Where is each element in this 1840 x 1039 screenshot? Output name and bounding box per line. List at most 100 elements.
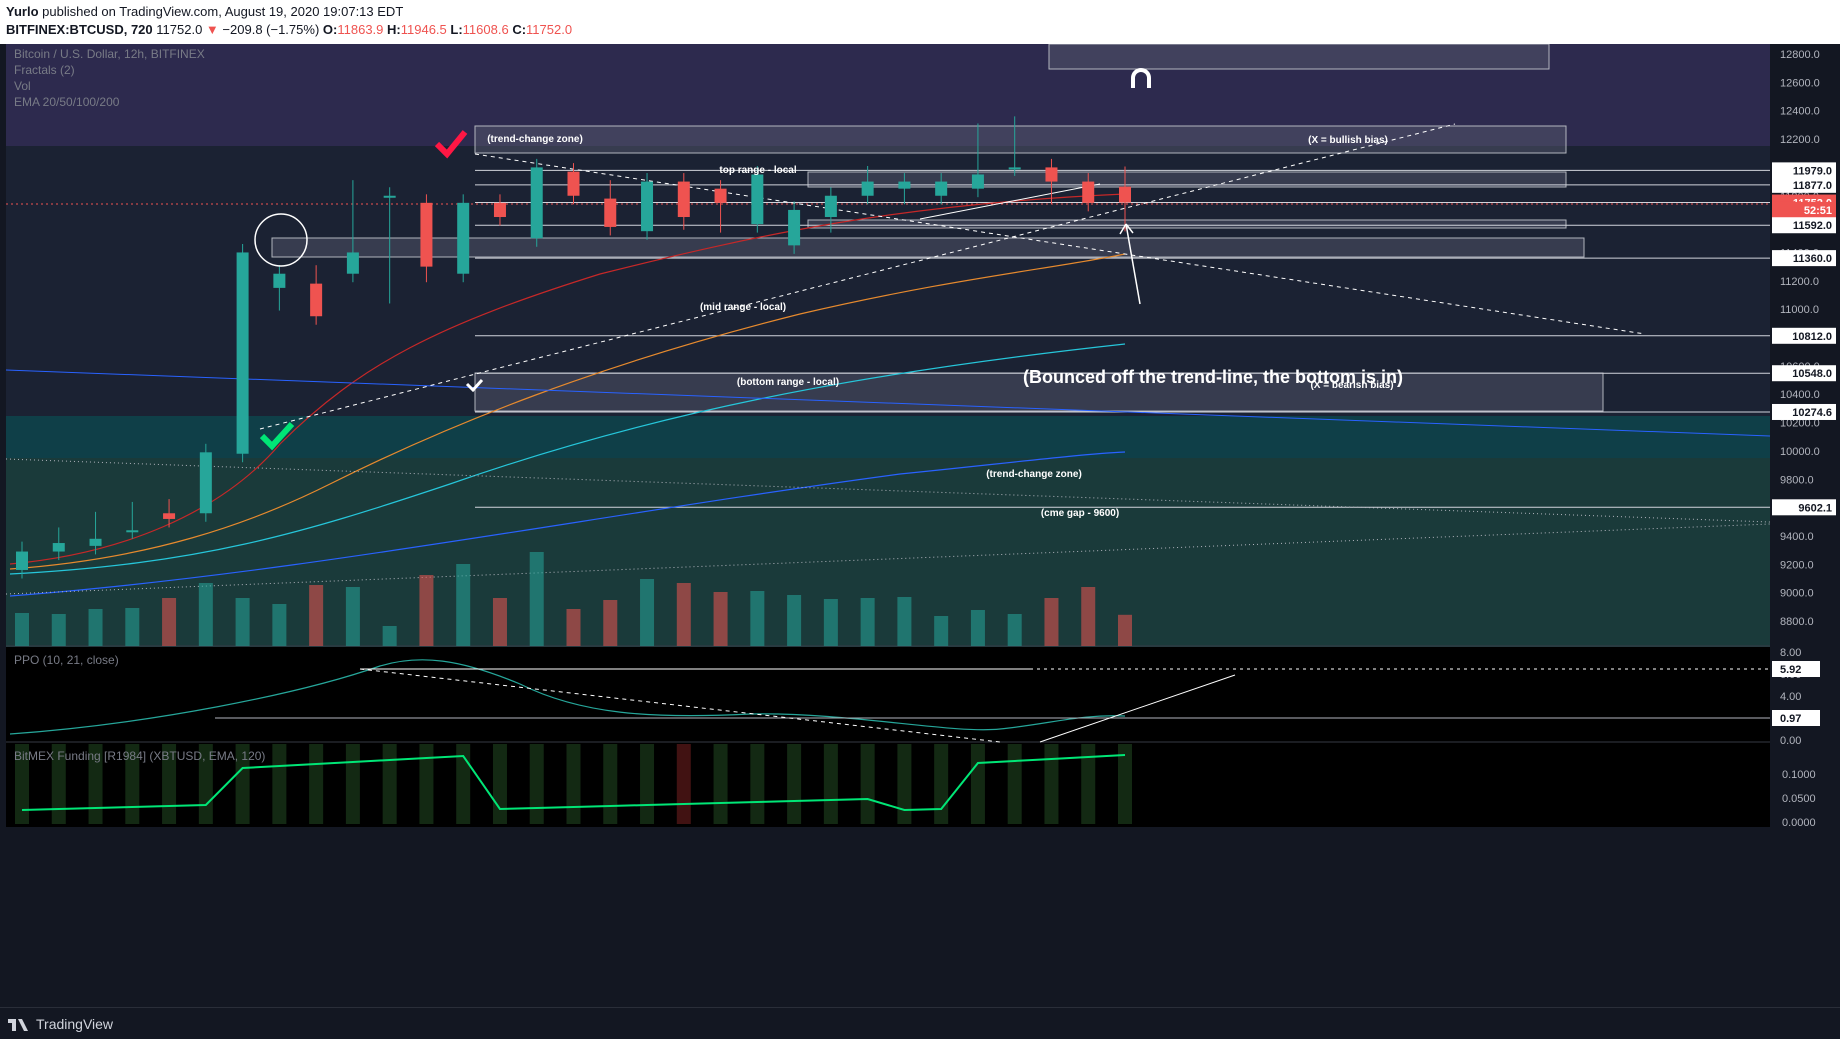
- funding-bar: [51, 744, 66, 824]
- price-tick: 10400.0: [1780, 389, 1820, 401]
- price-label-bg: [1772, 162, 1836, 179]
- volume-bar: [970, 610, 985, 646]
- price-tick: 12800.0: [1780, 49, 1820, 61]
- price-label: 11979.0: [1793, 165, 1832, 177]
- price-label: 10548.0: [1792, 368, 1832, 380]
- candle-body: [346, 252, 359, 274]
- price-tick: 9000.0: [1780, 588, 1814, 600]
- candle-body: [641, 181, 654, 232]
- volume-bar: [456, 564, 471, 646]
- candle-body: [1045, 167, 1058, 182]
- candle-body: [604, 198, 617, 227]
- price-tick: 9800.0: [1780, 474, 1814, 486]
- volume-bar: [345, 587, 360, 646]
- price-label: 11360.0: [1793, 253, 1832, 265]
- price-label-bg: [1772, 250, 1836, 267]
- volume-bar: [860, 598, 875, 646]
- ppo-title[interactable]: PPO (10, 21, close): [14, 653, 119, 667]
- funding-bar: [1044, 744, 1059, 824]
- volume-bar: [15, 613, 29, 646]
- tradingview-logo[interactable]: TradingView: [8, 1015, 113, 1032]
- candle-body: [971, 174, 984, 189]
- legend-fractals[interactable]: Fractals (2): [14, 63, 75, 77]
- candle-body: [52, 543, 65, 552]
- ppo-label-bg: [1772, 661, 1820, 677]
- down-arrow-icon: ▼: [205, 22, 219, 37]
- funding-bar: [860, 744, 875, 824]
- funding-bar: [787, 744, 802, 824]
- chart-annotation: (X = bearish bias): [1310, 380, 1393, 391]
- funding-bar: [897, 744, 912, 824]
- funding-bar: [970, 744, 985, 824]
- funding-bar: [750, 744, 765, 824]
- candle-body: [1008, 167, 1021, 170]
- trend-change-zone-bottom: [474, 372, 1604, 412]
- chart-annotation: (cme gap - 9600): [1041, 508, 1119, 519]
- volume-bar: [676, 583, 691, 646]
- funding-bar: [603, 744, 618, 824]
- ppo-label: 0.97: [1780, 713, 1801, 725]
- last-price: 11752.0: [156, 22, 203, 37]
- candle-body: [236, 252, 249, 454]
- price-label: 11592.0: [1793, 220, 1832, 232]
- high-value: 11946.5: [400, 22, 447, 37]
- ppo-pane-bg: [6, 647, 1770, 743]
- funding-bar: [309, 744, 324, 824]
- candle-body: [126, 530, 139, 533]
- volume-bar: [640, 579, 655, 646]
- close-label: C:: [512, 22, 527, 37]
- close-value: 11752.0: [526, 22, 573, 37]
- chart-annotation: (bottom range - local): [737, 377, 839, 388]
- funding-bar: [272, 744, 287, 824]
- range-zone-bg: [6, 146, 1770, 416]
- legend-vol[interactable]: Vol: [14, 79, 31, 93]
- price-label: 52:51: [1804, 205, 1832, 217]
- low-label: L:: [450, 22, 463, 37]
- volume-bar: [419, 575, 434, 646]
- funding-bar: [934, 744, 949, 824]
- ppo-tick: 4.00: [1780, 691, 1801, 703]
- legend-ema[interactable]: EMA 20/50/100/200: [14, 95, 120, 109]
- funding-bar: [676, 744, 691, 824]
- price-label-bg: [1772, 176, 1836, 193]
- candle-body: [898, 181, 911, 189]
- funding-bar: [713, 744, 728, 824]
- volume-bar: [897, 597, 912, 646]
- price-chart[interactable]: (trend-change zone) top range - local (mid…: [0, 44, 1840, 1007]
- ppo-label: 5.92: [1780, 664, 1801, 676]
- mid-range-box-wide: [271, 237, 1585, 258]
- volume-bar: [51, 614, 66, 646]
- funding-bar: [823, 744, 838, 824]
- chart-annotation: top range - local: [719, 165, 796, 176]
- ema-100: [9, 343, 1126, 575]
- candle-body: [310, 283, 323, 317]
- price-tick: 8800.0: [1780, 616, 1814, 628]
- ppo-line: [9, 659, 1126, 735]
- funding-bar: [456, 744, 471, 824]
- funding-bar: [15, 744, 29, 824]
- funding-title[interactable]: BitMEX Funding [R1984] (XBTUSD, EMA, 120…: [14, 749, 265, 763]
- chart-annotation: (mid range - local): [700, 302, 786, 313]
- funding-bar: [345, 744, 360, 824]
- bullish-zone-bg: [6, 44, 1770, 146]
- mid-range-box: [807, 219, 1567, 229]
- chart-annotation: (trend-change zone): [487, 134, 583, 145]
- volume-bar: [823, 599, 838, 646]
- symbol: BITFINEX:BTCUSD, 720: [6, 22, 153, 37]
- chart-header: Yurlo published on TradingView.com, Augu…: [0, 0, 1840, 44]
- ppo-tick: 8.00: [1780, 647, 1801, 659]
- volume-bar: [1044, 598, 1059, 646]
- funding-line: [21, 754, 1126, 812]
- magnet-icon: [1131, 68, 1151, 88]
- candle-body: [1082, 181, 1095, 203]
- price-tick: 11200.0: [1780, 276, 1819, 288]
- funding-tick: 0.0000: [1782, 817, 1816, 829]
- main-annotation: (Bounced off the trend-line, the bottom …: [1023, 367, 1403, 387]
- green-zone-bg: [6, 458, 1770, 647]
- funding-bar: [529, 744, 544, 824]
- descending-trendline: [474, 153, 1646, 335]
- volume-bar: [88, 609, 103, 646]
- candle-body: [273, 273, 286, 288]
- author-name[interactable]: Yurlo: [6, 4, 39, 19]
- price-label: 9602.1: [1798, 502, 1832, 514]
